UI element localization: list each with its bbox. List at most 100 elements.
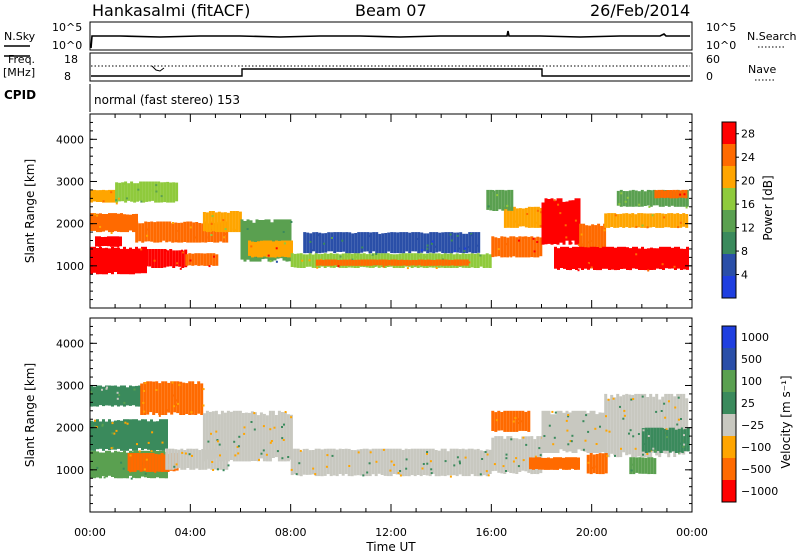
power-speckle bbox=[274, 255, 277, 258]
velocity-region-11-col bbox=[601, 412, 605, 453]
time-tick-label: 00:00 bbox=[676, 526, 708, 539]
power-region-18-col bbox=[582, 223, 586, 249]
power-region-12-col bbox=[330, 232, 334, 252]
velocity-region-9-col bbox=[518, 410, 522, 431]
velocity-speckle bbox=[525, 443, 528, 446]
power-region-12-col bbox=[393, 232, 397, 254]
power-region-12-col bbox=[402, 232, 406, 254]
power-region-14-col bbox=[515, 237, 519, 258]
velocity-region-4-col bbox=[96, 385, 99, 407]
velocity-region-8-col bbox=[506, 436, 510, 472]
power-speckle bbox=[646, 226, 649, 229]
velocity-region-5-col bbox=[194, 384, 198, 415]
velocity-region-11 bbox=[541, 410, 605, 453]
velocity-region-2-col bbox=[163, 454, 167, 472]
velocity-region-15-col bbox=[601, 453, 605, 475]
power-region-21-col bbox=[622, 191, 626, 207]
power-region-13-col bbox=[351, 260, 355, 266]
velocity-region-11-col bbox=[568, 412, 572, 452]
velocity-speckle bbox=[464, 456, 467, 459]
velocity-region-3-col bbox=[168, 448, 172, 470]
noise-left-tick-top: 10^5 bbox=[52, 21, 82, 34]
velocity-region-3-col bbox=[216, 450, 220, 470]
velocity-region-1-col bbox=[102, 419, 105, 451]
power-region-9-col bbox=[261, 220, 265, 260]
velocity-region-2-col bbox=[151, 453, 155, 472]
power-region-2-col bbox=[160, 249, 164, 268]
velocity-speckle bbox=[253, 428, 256, 431]
power-region-21-col bbox=[667, 190, 671, 207]
velocity-region-7-col bbox=[296, 448, 300, 476]
velocity-region-1-col bbox=[129, 419, 132, 449]
power-colorbar-tick: 28 bbox=[741, 128, 755, 141]
power-region-11-col bbox=[485, 253, 489, 268]
velocity-speckle bbox=[243, 432, 246, 435]
power-region-12-col bbox=[453, 232, 457, 253]
velocity-colorbar-tick: 1000 bbox=[741, 331, 769, 344]
velocity-speckle bbox=[369, 451, 372, 454]
velocity-region-7-col bbox=[479, 450, 483, 477]
power-region-3-col bbox=[203, 253, 207, 266]
power-region-14-col bbox=[518, 236, 522, 258]
velocity-speckle bbox=[637, 433, 640, 435]
velocity-region-7-col bbox=[428, 448, 432, 477]
velocity-speckle bbox=[570, 440, 573, 443]
velocity-region-7-col bbox=[419, 448, 423, 477]
power-speckle bbox=[118, 260, 121, 263]
velocity-region-5-col bbox=[197, 381, 201, 414]
power-speckle bbox=[217, 222, 220, 225]
power-region-12-col bbox=[420, 232, 424, 253]
velocity-region-2-col bbox=[157, 454, 161, 472]
velocity-region-0-col bbox=[120, 452, 123, 479]
power-region-8-col bbox=[232, 211, 236, 233]
power-region-18-col bbox=[588, 225, 592, 249]
power-region-18-col bbox=[600, 225, 604, 249]
velocity-speckle bbox=[678, 452, 681, 455]
velocity-region-7-col bbox=[356, 449, 360, 476]
velocity-speckle bbox=[295, 473, 298, 476]
velocity-speckle bbox=[171, 381, 174, 384]
velocity-colorbar-tick: −500 bbox=[741, 463, 771, 476]
velocity-speckle bbox=[130, 477, 133, 480]
power-region-20-col bbox=[622, 213, 626, 228]
velocity-speckle bbox=[612, 397, 615, 400]
velocity-region-6-col bbox=[202, 413, 206, 462]
power-region-20-col bbox=[604, 213, 608, 228]
power-region-6-col bbox=[102, 189, 105, 203]
power-region-18-col bbox=[591, 224, 595, 249]
power-speckle bbox=[118, 258, 121, 261]
velocity-speckle bbox=[632, 398, 635, 400]
velocity-speckle bbox=[287, 456, 290, 458]
power-region-12-col bbox=[360, 232, 364, 253]
power-region-13-col bbox=[375, 259, 379, 266]
velocity-y-axis: 1000 2000 3000 4000 bbox=[56, 325, 692, 505]
power-speckle bbox=[556, 264, 558, 267]
power-speckle bbox=[564, 224, 567, 227]
velocity-region-8-col bbox=[524, 436, 528, 472]
velocity-speckle bbox=[485, 470, 488, 473]
power-region-10-col bbox=[251, 241, 254, 258]
power-region-19-col bbox=[653, 248, 656, 270]
power-region-5-col bbox=[138, 223, 142, 242]
velocity-speckle bbox=[122, 467, 125, 470]
velocity-region-11-col bbox=[544, 410, 548, 453]
power-region-2-col bbox=[175, 250, 179, 267]
power-region-21-col bbox=[661, 189, 665, 207]
power-speckle bbox=[547, 207, 550, 210]
velocity-region-9-col bbox=[497, 410, 501, 431]
velocity-speckle bbox=[276, 450, 279, 453]
power-region-22-col bbox=[681, 189, 685, 198]
velocity-region-10-col bbox=[571, 457, 574, 469]
power-speckle bbox=[346, 255, 348, 258]
power-region-13-col bbox=[423, 259, 427, 266]
velocity-region-12-col bbox=[622, 394, 626, 453]
velocity-region-12-col bbox=[637, 393, 641, 457]
power-region-0-col bbox=[114, 247, 117, 272]
power-speckle bbox=[683, 254, 686, 257]
power-region-12-col bbox=[474, 232, 478, 254]
power-region-15-col bbox=[539, 207, 543, 228]
nave-right-tick-top: 60 bbox=[706, 53, 720, 66]
power-region-12-col bbox=[348, 232, 352, 254]
power-speckle bbox=[120, 227, 123, 230]
velocity-region-12-col bbox=[685, 398, 689, 452]
